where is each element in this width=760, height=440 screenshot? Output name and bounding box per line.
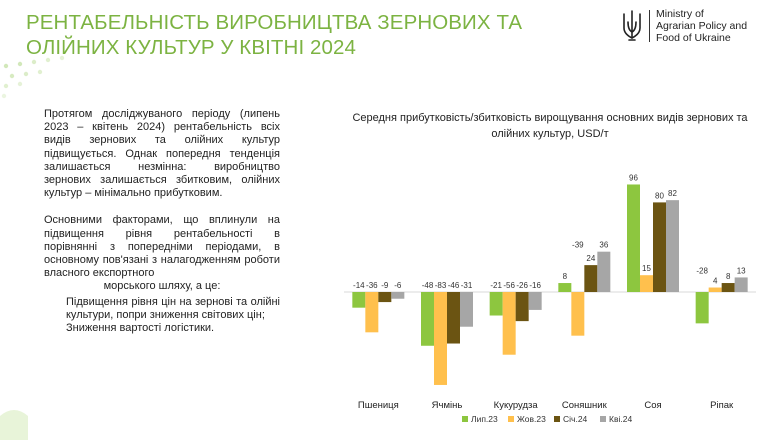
factor-item: Зниження вартості логістики. — [66, 322, 215, 335]
profitability-bar-chart: -14 -36 -9 -6 Пшениця -48 -83 -46 -31 Ячмінь -21 -5… — [344, 173, 756, 424]
bar-Кукурудза-Жов.23 — [502, 292, 516, 355]
factors-text: Основними факторами, що вплинули на підв… — [44, 214, 280, 280]
bar-Ячмінь-Жов.23 — [434, 292, 447, 385]
legend-label: Січ.24 — [563, 414, 588, 424]
data-label: -26 — [516, 281, 528, 290]
data-label: -9 — [381, 281, 389, 290]
intro-paragraph: Протягом досліджуваного періоду (липень … — [44, 108, 280, 200]
legend-swatch — [600, 416, 606, 422]
data-label: -21 — [490, 281, 502, 290]
data-label: -28 — [696, 266, 708, 275]
data-label: 4 — [713, 277, 718, 286]
bar-Пшениця-Лип.23 — [352, 292, 366, 308]
data-label: -39 — [572, 241, 584, 250]
bar-Соняшник-Жов.23 — [571, 292, 585, 336]
data-label: -14 — [353, 281, 365, 290]
bar-Соняшник-Лип.23 — [558, 283, 572, 292]
bars-group: -14 -36 -9 -6 Пшениця -48 -83 -46 -31 Ячмінь -21 -5… — [344, 173, 756, 411]
legend-swatch — [508, 416, 514, 422]
bar-Ячмінь-Кві.24 — [460, 292, 473, 327]
chart-legend: Лип.23 Жов.23 Січ.24 Кві.24 — [462, 414, 632, 424]
category-label: Соя — [644, 400, 661, 411]
ministry-name: Ministry of Agrarian Policy and Food of … — [656, 8, 748, 44]
data-label: -83 — [435, 281, 447, 290]
bar-Пшениця-Жов.23 — [365, 292, 379, 333]
data-label: -46 — [448, 281, 460, 290]
factor-item: Підвищення рівня цін на зернові та олійн… — [66, 295, 280, 321]
factors-paragraph: Основними факторами, що вплинули на підв… — [44, 214, 280, 293]
data-label: -48 — [422, 281, 434, 290]
data-label: 15 — [642, 264, 651, 273]
legend-label: Лип.23 — [471, 414, 498, 424]
factors-list: Підвищення рівня цін на зернові та олійн… — [44, 296, 280, 336]
trident-icon — [623, 10, 641, 41]
data-label: 36 — [599, 241, 608, 250]
bar-Ріпак-Жов.23 — [708, 287, 722, 292]
bar-Соняшник-Січ.24 — [584, 265, 598, 292]
data-label: -36 — [366, 281, 378, 290]
bar-Пшениця-Січ.24 — [378, 292, 392, 303]
data-label: 24 — [586, 254, 595, 263]
data-label: 82 — [668, 189, 677, 198]
bar-Ячмінь-Січ.24 — [447, 292, 460, 344]
legend-swatch — [554, 416, 560, 422]
data-label: 8 — [726, 272, 731, 281]
chart-title: Середня прибутковість/збитковість вирощу… — [352, 112, 748, 140]
data-label: -56 — [503, 281, 515, 290]
bar-Кукурудза-Лип.23 — [489, 292, 503, 316]
bar-Соя-Січ.24 — [653, 202, 666, 292]
data-label: -31 — [461, 281, 473, 290]
category-label: Пшениця — [358, 400, 399, 411]
data-label: -16 — [529, 281, 541, 290]
bar-Ріпак-Січ.24 — [721, 283, 735, 292]
bar-Соя-Лип.23 — [627, 184, 640, 292]
bar-Пшениця-Кві.24 — [391, 292, 405, 299]
category-label: Соняшник — [562, 400, 608, 411]
category-label: Ріпак — [710, 400, 734, 411]
legend-label: Жов.23 — [517, 414, 546, 424]
data-label: 80 — [655, 191, 664, 200]
legend-label: Кві.24 — [609, 414, 632, 424]
data-label: 13 — [737, 266, 746, 275]
data-label: 8 — [563, 272, 568, 281]
bar-Соя-Кві.24 — [666, 200, 679, 292]
data-label: 96 — [629, 173, 638, 182]
bar-Соняшник-Кві.24 — [597, 251, 611, 292]
bar-Ріпак-Лип.23 — [695, 292, 709, 324]
bar-Ріпак-Кві.24 — [734, 277, 748, 292]
category-label: Ячмінь — [432, 400, 463, 411]
factors-text-tail: морського шляху, а це: — [103, 280, 221, 293]
page-title: РЕНТАБЕЛЬНІСТЬ ВИРОБНИЦТВА ЗЕРНОВИХ ТА О… — [26, 11, 523, 59]
legend-swatch — [462, 416, 468, 422]
analysis-text: Протягом досліджуваного періоду (липень … — [44, 108, 280, 335]
bar-Кукурудза-Січ.24 — [515, 292, 529, 322]
category-label: Кукурудза — [494, 400, 539, 411]
logo-divider — [649, 10, 650, 42]
ministry-logo: Ministry of Agrarian Policy and Food of … — [622, 8, 758, 44]
bar-Соя-Жов.23 — [640, 275, 653, 292]
bar-Ячмінь-Лип.23 — [421, 292, 434, 346]
bar-Кукурудза-Кві.24 — [528, 292, 542, 310]
data-label: -6 — [394, 281, 402, 290]
